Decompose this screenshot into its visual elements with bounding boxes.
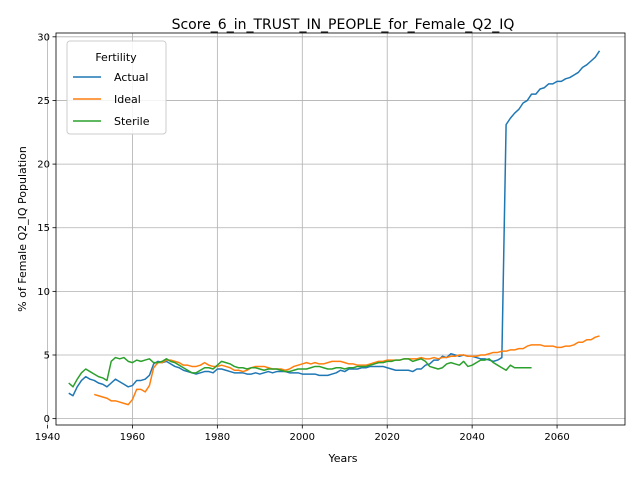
y-tick-label: 0: [44, 414, 50, 425]
y-tick-label: 20: [37, 160, 50, 171]
chart-title: Score_6_in_TRUST_IN_PEOPLE_for_Female_Q2…: [172, 17, 515, 33]
x-axis-label: Years: [327, 452, 357, 465]
x-tick-label: 2040: [459, 432, 484, 443]
x-tick-label: 1940: [35, 432, 60, 443]
y-tick-label: 25: [37, 96, 50, 107]
y-tick-label: 15: [37, 223, 50, 234]
x-axis-ticks: 1940 1960 1980 2000 2020 2040 2060: [35, 425, 570, 443]
grid: [47, 33, 625, 425]
x-tick-label: 1980: [205, 432, 230, 443]
x-tick-label: 2020: [374, 432, 399, 443]
y-tick-label: 30: [37, 32, 50, 43]
y-tick-label: 5: [44, 351, 50, 362]
x-tick-label: 2060: [544, 432, 569, 443]
legend-title: Fertility: [95, 51, 137, 64]
legend-label-actual: Actual: [114, 71, 148, 84]
series-lines: [68, 50, 601, 406]
y-axis-label: % of Female Q2_IQ Population: [16, 146, 29, 312]
series-line-ideal: [94, 335, 600, 406]
y-axis-ticks: 0 5 10 15 20 25 30: [37, 32, 56, 425]
y-tick-label: 10: [37, 287, 50, 298]
legend: Fertility Actual Ideal Sterile: [66, 40, 167, 135]
legend-label-sterile: Sterile: [114, 115, 150, 128]
legend-label-ideal: Ideal: [114, 93, 141, 106]
x-tick-label: 1960: [120, 432, 145, 443]
x-tick-label: 2000: [290, 432, 315, 443]
plot-frame: [55, 32, 626, 426]
series-line-actual: [68, 50, 601, 397]
series-line-sterile: [68, 356, 532, 388]
legend-box: [66, 40, 167, 135]
legend-items: Actual Ideal Sterile: [73, 71, 150, 128]
